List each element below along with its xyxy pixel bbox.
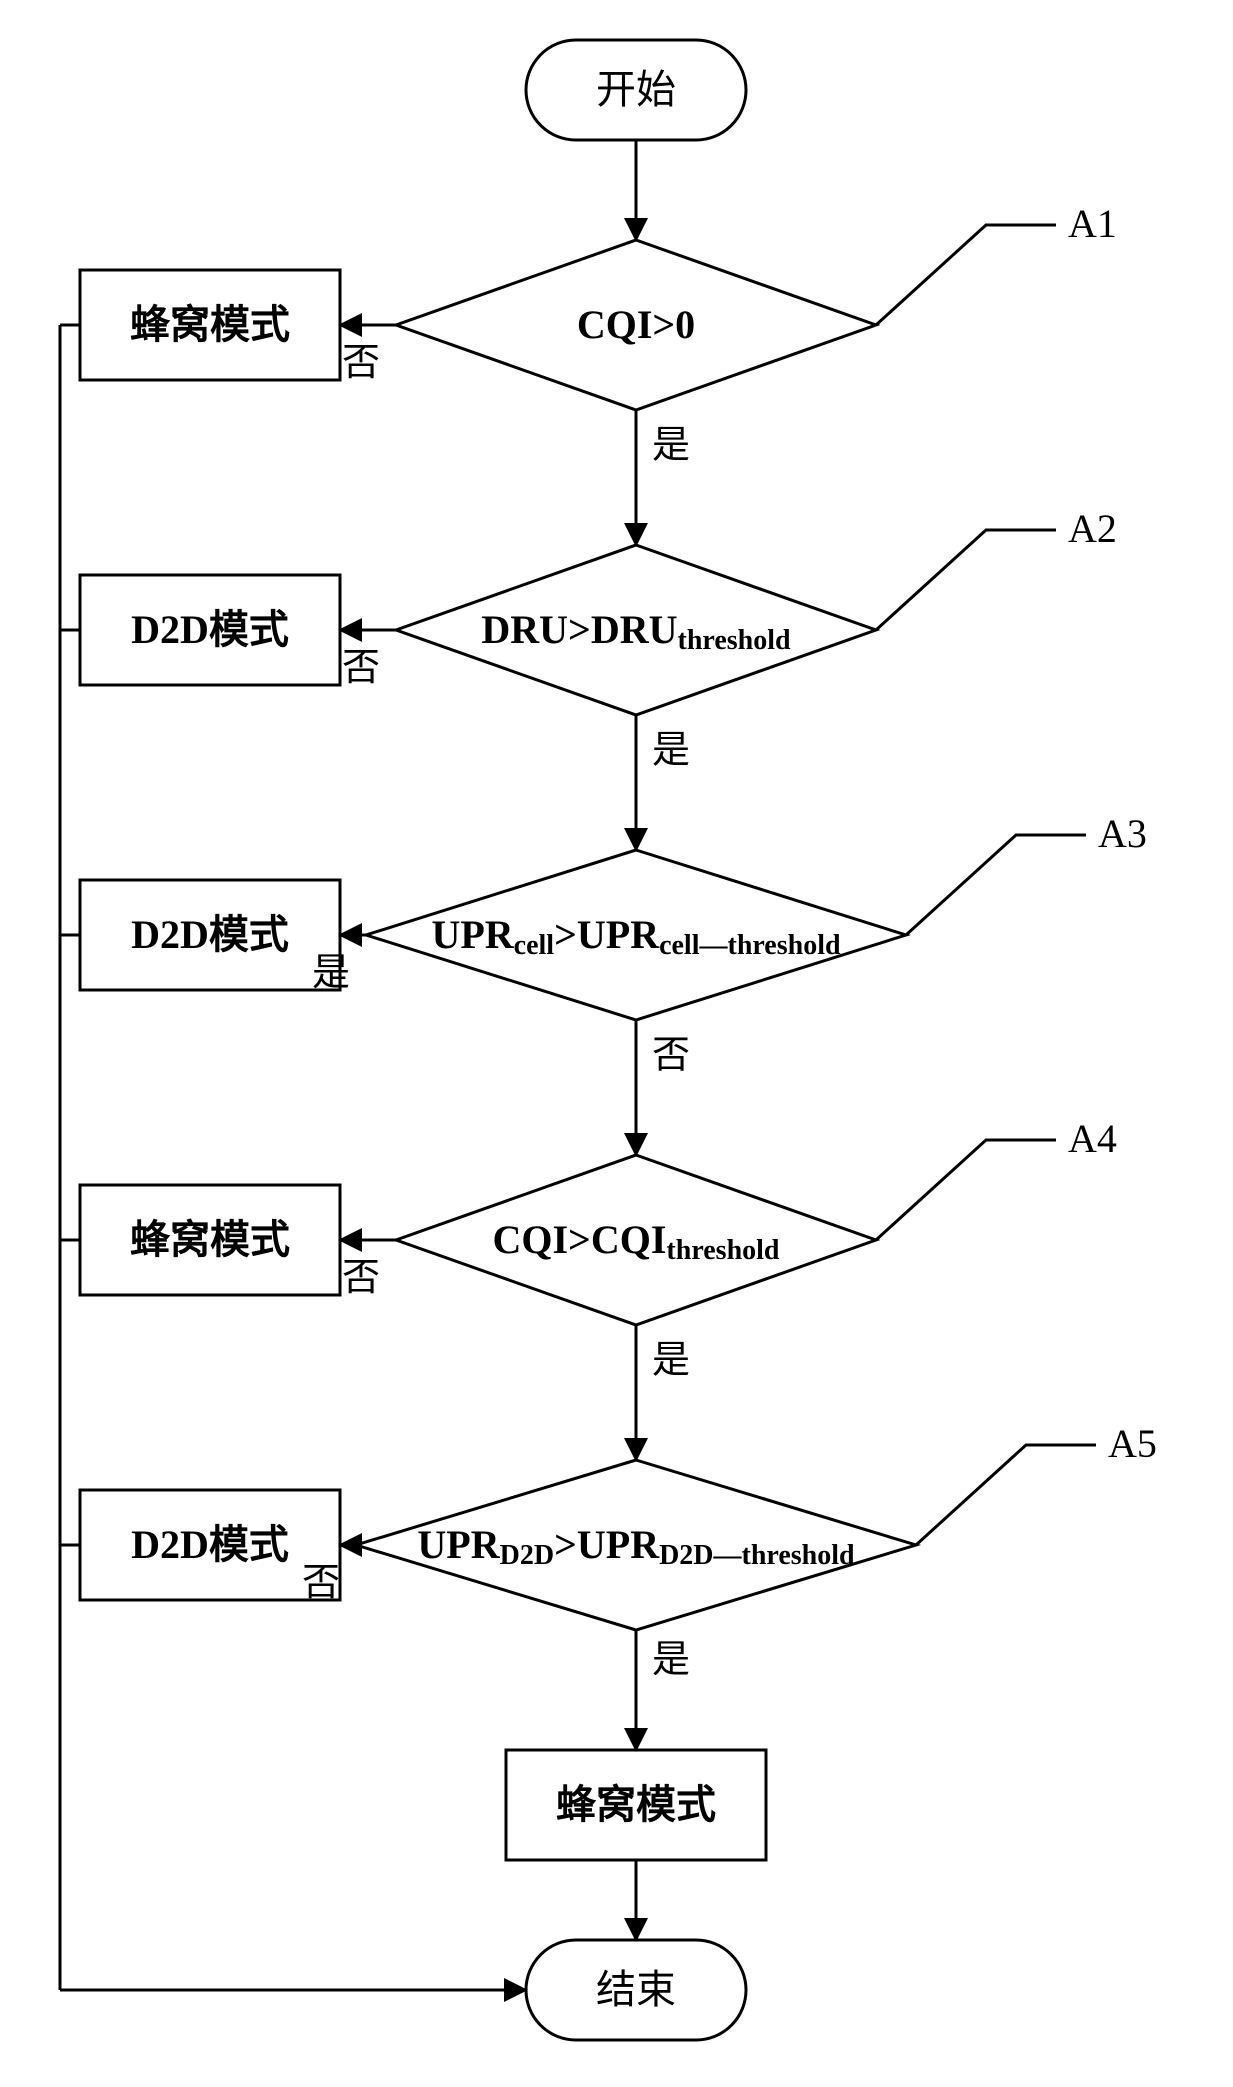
- callout-label: A3: [1098, 811, 1147, 856]
- node-d4: CQI>CQIthresholdA4: [396, 1116, 1117, 1325]
- node-r4: 蜂窝模式: [80, 1185, 340, 1295]
- label: 蜂窝模式: [130, 1217, 290, 1262]
- label: D2D模式: [131, 912, 289, 957]
- label: 蜂窝模式: [556, 1782, 716, 1827]
- edge-label: 是: [652, 424, 690, 466]
- node-start: 开始: [526, 40, 746, 140]
- callout-label: A4: [1068, 1116, 1117, 1161]
- edge-label: 否: [302, 1562, 340, 1604]
- node-r2: D2D模式: [80, 575, 340, 685]
- label: 开始: [596, 67, 676, 112]
- edge-label: 是: [312, 952, 350, 994]
- edge-label: 否: [652, 1034, 690, 1076]
- label: 蜂窝模式: [130, 302, 290, 347]
- node-d1: CQI>0 A1: [396, 201, 1117, 410]
- label: D2D模式: [131, 607, 289, 652]
- flowchart-diagram: 开始 CQI>0 A1 蜂窝模式 DRU>DRUthresholdA2 D2D模式 UPRc…: [20, 20, 1233, 2067]
- label: D2D模式: [131, 1522, 289, 1567]
- callout-label: A5: [1108, 1421, 1157, 1466]
- edge-label: 否: [342, 647, 380, 689]
- callout-label: A2: [1068, 506, 1117, 551]
- node-d3: UPRcell>UPRcell—thresholdA3: [366, 811, 1147, 1020]
- label: 结束: [596, 1967, 676, 2012]
- node-d2: DRU>DRUthresholdA2: [396, 506, 1117, 715]
- node-r6: 蜂窝模式: [506, 1750, 766, 1860]
- edge-label: 是: [652, 1339, 690, 1381]
- node-d5: UPRD2D>UPRD2D—thresholdA5: [356, 1421, 1157, 1630]
- node-end: 结束: [526, 1940, 746, 2040]
- edge-label: 否: [342, 1257, 380, 1299]
- edge-label: 是: [652, 1639, 690, 1681]
- callout-label: A1: [1068, 201, 1117, 246]
- node-r3: D2D模式: [80, 880, 340, 990]
- node-r1: 蜂窝模式: [80, 270, 340, 380]
- edge-label: 否: [342, 342, 380, 384]
- edge-label: 是: [652, 729, 690, 771]
- label: CQI>0: [577, 302, 695, 347]
